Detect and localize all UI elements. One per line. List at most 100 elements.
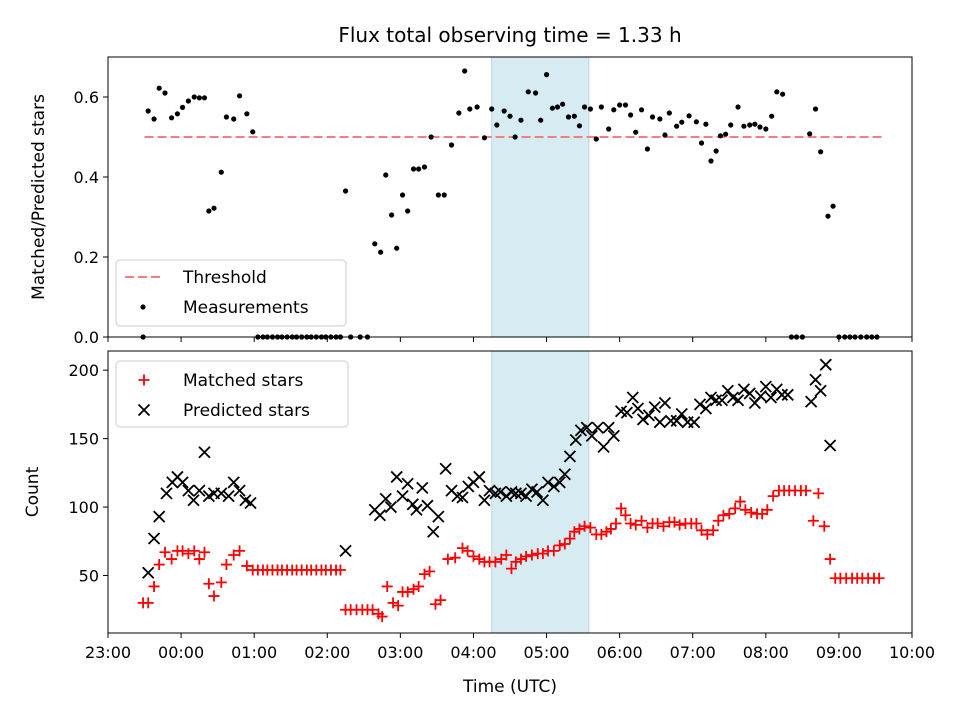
matched-star-point	[188, 545, 200, 557]
matched-star-point	[564, 533, 576, 545]
predicted-star-point	[670, 414, 683, 427]
measurement-point	[622, 102, 629, 108]
measurement-point	[481, 135, 488, 141]
measurement-point	[162, 90, 168, 96]
y-tick-label: 150	[68, 430, 99, 449]
measurement-point	[741, 123, 747, 129]
measurement-point	[448, 142, 455, 148]
predicted-star-point	[591, 421, 604, 434]
matched-star-point	[520, 550, 532, 562]
measurement-point	[474, 104, 480, 110]
matched-star-point	[652, 517, 664, 529]
matched-star-point	[148, 580, 160, 592]
measurement-point	[421, 164, 428, 170]
measurement-point	[735, 104, 741, 110]
predicted-star-point	[215, 487, 228, 500]
predicted-star-point	[607, 429, 620, 443]
matched-star-point	[695, 524, 707, 536]
matched-star-point	[203, 578, 215, 590]
measurement-point	[774, 89, 780, 95]
matched-star-point	[424, 565, 436, 577]
measurement-point	[518, 117, 524, 123]
measurement-point	[571, 113, 577, 119]
matched-star-point	[500, 549, 512, 561]
predicted-star-point	[509, 487, 522, 500]
x-tick-label: 04:00	[450, 643, 496, 662]
predicted-star-point	[585, 429, 598, 443]
matched-star-point	[435, 594, 447, 606]
measurement-point	[174, 111, 181, 117]
measurement-point	[728, 122, 734, 128]
observing-span-top	[491, 56, 590, 338]
legend-predicted-swatch	[137, 403, 151, 417]
chart-title: Flux total observing time = 1.33 h	[338, 23, 681, 47]
matched-star-point	[489, 556, 501, 568]
predicted-star-point	[153, 510, 166, 523]
predicted-star-point	[147, 532, 161, 545]
predicted-star-point	[456, 491, 469, 504]
measurement-point	[405, 208, 411, 214]
measurement-point	[693, 119, 699, 125]
measurement-point	[441, 192, 447, 198]
matched-star-point	[387, 597, 399, 609]
x-tick-label: 07:00	[670, 643, 716, 662]
measurement-point	[830, 203, 836, 209]
matched-star-point	[734, 496, 746, 508]
predicted-star-point	[658, 396, 672, 410]
measurement-point	[168, 115, 175, 121]
y-tick-label: 100	[68, 498, 99, 517]
matched-star-point	[228, 549, 240, 561]
matched-star-point	[515, 553, 527, 565]
measurement-point	[633, 129, 639, 135]
predicted-star-point	[781, 388, 794, 401]
measurement-point	[644, 146, 651, 152]
predicted-star-point	[580, 421, 593, 434]
bottom-panel: 23:00 00:00 01:00 02:00 03:00 04:00 05:00 06:00…	[23, 350, 935, 697]
predicted-star-point	[743, 387, 756, 400]
predicted-star-point	[563, 450, 577, 463]
matched-star-point	[462, 545, 474, 557]
matched-star-point	[807, 515, 819, 527]
measurement-point	[757, 124, 763, 130]
matched-star-point	[745, 507, 757, 519]
predicted-star-point	[396, 489, 409, 503]
matched-star-point	[182, 548, 194, 560]
x-tick-label: 01:00	[231, 643, 277, 662]
matched-star-point	[630, 519, 642, 531]
measurement-point	[703, 121, 709, 127]
matched-star-point	[408, 583, 420, 595]
measurement-point	[543, 72, 550, 78]
predicted-star-point	[754, 390, 767, 403]
matched-star-point	[220, 559, 232, 571]
measurement-point	[628, 112, 634, 118]
matched-star-point	[717, 509, 729, 521]
matched-star-point	[208, 590, 220, 602]
predicted-star-point	[664, 414, 677, 427]
predicted-star-point	[597, 440, 610, 453]
measurement-point	[593, 136, 599, 142]
measurement-point	[185, 98, 191, 104]
matched-star-point	[153, 559, 165, 571]
predicted-star-point	[809, 373, 822, 386]
measurement-point	[812, 106, 819, 112]
predicted-star-point	[631, 402, 645, 415]
predicted-star-point	[626, 391, 639, 404]
predicted-star-point	[478, 494, 491, 507]
measurement-point	[191, 94, 197, 100]
predicted-star-point	[193, 484, 206, 497]
matched-star-point	[739, 504, 751, 516]
legend-matched-swatch	[138, 374, 150, 386]
measurement-point	[587, 106, 594, 112]
measurement-point	[383, 172, 389, 178]
measurement-point	[666, 110, 672, 116]
predicted-star-point	[547, 480, 560, 493]
bottom-legend: Matched stars Predicted stars	[115, 360, 349, 428]
matched-star-point	[579, 520, 591, 532]
matched-star-point	[526, 549, 538, 561]
measurement-point	[399, 192, 406, 198]
measurement-point	[201, 95, 208, 101]
matched-star-point	[376, 611, 388, 623]
matched-star-point	[215, 576, 227, 588]
